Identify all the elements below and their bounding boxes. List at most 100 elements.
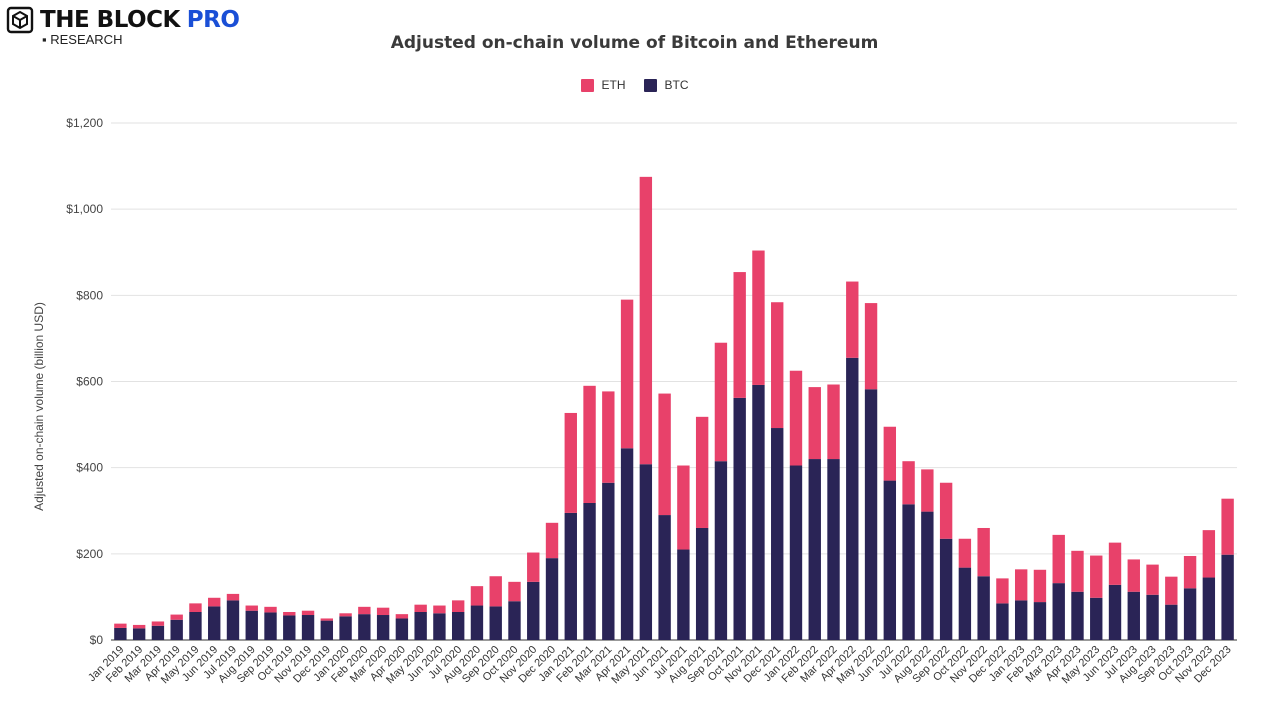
bar-btc xyxy=(320,620,334,640)
bar-btc xyxy=(958,567,972,640)
bar-eth xyxy=(376,607,390,616)
bar-btc xyxy=(1221,554,1234,640)
bar-eth xyxy=(264,606,277,613)
bar-btc xyxy=(827,459,840,640)
brand-name: THE BLOCK xyxy=(40,7,180,33)
bar-eth xyxy=(733,272,746,398)
bar-eth xyxy=(1165,576,1178,605)
bar-btc xyxy=(451,611,465,640)
bar-eth xyxy=(283,611,296,616)
legend-item-btc: BTC xyxy=(643,78,689,92)
bar-btc xyxy=(151,625,165,640)
brand-logo: THE BLOCK PRO ▪ RESEARCH xyxy=(6,6,240,47)
bar-eth xyxy=(846,281,859,358)
bar-eth xyxy=(508,581,521,602)
bar-eth xyxy=(864,303,878,390)
bar-eth xyxy=(1127,559,1140,592)
legend-label-eth: ETH xyxy=(601,78,626,92)
bar-eth xyxy=(714,342,728,462)
bar-btc xyxy=(1183,588,1197,640)
bar-btc xyxy=(658,515,671,640)
bar-btc xyxy=(977,576,990,640)
bar-eth xyxy=(451,600,465,612)
bar-eth xyxy=(226,593,240,601)
bar-btc xyxy=(714,461,728,640)
bar-eth xyxy=(320,618,334,621)
bar-btc xyxy=(902,504,915,640)
y-tick-label: $600 xyxy=(76,375,103,389)
bar-btc xyxy=(283,615,296,640)
bar-eth xyxy=(752,250,765,385)
bar-btc xyxy=(695,527,709,640)
bar-eth xyxy=(527,552,540,582)
y-tick-label: $400 xyxy=(76,461,103,475)
bar-eth xyxy=(939,482,953,539)
bar-btc xyxy=(339,616,352,640)
bar-eth xyxy=(414,604,427,612)
bar-btc xyxy=(883,480,897,640)
y-tick-label: $0 xyxy=(90,633,104,647)
bar-eth xyxy=(1202,530,1216,578)
bar-btc xyxy=(1202,577,1216,640)
legend-item-eth: ETH xyxy=(580,78,626,92)
bar-eth xyxy=(301,610,315,616)
bar-btc xyxy=(1033,602,1047,640)
bar-btc xyxy=(789,465,803,640)
bar-eth xyxy=(996,578,1009,604)
bar-eth xyxy=(1033,569,1047,603)
bar-btc xyxy=(620,448,634,640)
legend-swatch-eth xyxy=(580,78,594,92)
bar-eth xyxy=(902,461,915,505)
bar-btc xyxy=(1014,600,1028,640)
bar-eth xyxy=(545,522,559,559)
bar-eth xyxy=(1090,555,1103,598)
bar-btc xyxy=(395,618,409,640)
bar-eth xyxy=(808,387,821,460)
bar-eth xyxy=(639,176,653,465)
bar-eth xyxy=(433,605,446,614)
bar-btc xyxy=(114,627,127,640)
bar-btc xyxy=(677,549,690,640)
bar-btc xyxy=(864,389,878,640)
bar-eth xyxy=(921,469,934,512)
bar-btc xyxy=(170,619,183,640)
bar-btc xyxy=(132,628,146,640)
bar-btc xyxy=(602,482,615,640)
bar-eth xyxy=(620,299,634,449)
bar-eth xyxy=(151,621,165,626)
bar-btc xyxy=(1165,604,1178,640)
legend-swatch-btc xyxy=(643,78,657,92)
bar-btc xyxy=(208,606,221,640)
bar-btc xyxy=(226,600,240,640)
bar-eth xyxy=(395,614,409,619)
cube-logo-icon xyxy=(6,6,34,34)
bar-eth xyxy=(170,614,183,620)
bar-eth xyxy=(958,538,972,568)
bar-btc xyxy=(1108,584,1122,640)
bar-btc xyxy=(808,459,821,640)
bar-eth xyxy=(789,370,803,466)
chart-title: Adjusted on-chain volume of Bitcoin and … xyxy=(390,33,879,53)
bar-btc xyxy=(733,397,746,640)
bar-btc xyxy=(189,611,202,640)
bar-eth xyxy=(339,613,352,617)
bar-eth xyxy=(132,624,146,629)
bar-btc xyxy=(1090,597,1103,640)
bar-eth xyxy=(1221,498,1234,555)
y-tick-label: $1,200 xyxy=(66,116,103,130)
brand-sub: ▪ RESEARCH xyxy=(42,32,123,47)
bar-btc xyxy=(846,357,859,640)
bar-btc xyxy=(1052,583,1065,640)
bar-eth xyxy=(695,416,709,528)
bar-eth xyxy=(883,426,897,481)
bar-btc xyxy=(508,601,521,640)
bar-btc xyxy=(752,384,765,640)
chart-legend: ETH BTC xyxy=(0,78,1269,92)
bar-btc xyxy=(939,538,953,640)
bar-eth xyxy=(1052,534,1065,584)
bar-btc xyxy=(996,603,1009,640)
bar-btc xyxy=(433,613,446,640)
bar-eth xyxy=(489,576,502,607)
bar-btc xyxy=(527,581,540,640)
